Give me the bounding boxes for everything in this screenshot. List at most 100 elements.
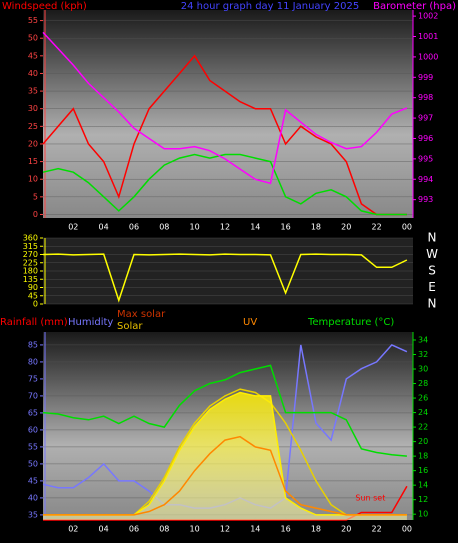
y-tick-label: 270 [23, 250, 38, 259]
y-tick-label: 0 [33, 300, 38, 309]
y2-tick-label: 34 [418, 335, 428, 344]
y2-tick-label: 996 [418, 134, 433, 143]
y-tick-label: 225 [23, 258, 38, 267]
y2-tick-label: 1001 [418, 32, 438, 41]
y2-tick-label: 1000 [418, 52, 438, 61]
direction-label: N [428, 297, 437, 311]
y-tick-label: 135 [23, 275, 38, 284]
direction-label: W [426, 247, 438, 261]
annotation: Sun set [355, 494, 385, 503]
y-tick-label: 10 [28, 175, 38, 184]
y2-tick-label: 10 [418, 510, 428, 519]
x-tick-label: 20 [341, 525, 351, 534]
y2-tick-label: 999 [418, 73, 433, 82]
y2-tick-label: 998 [418, 93, 433, 102]
y-tick-label: 35 [28, 510, 38, 519]
legend-humidity: Humidity [68, 317, 113, 328]
x-tick-label: 18 [311, 223, 321, 232]
y-tick-label: 0 [33, 210, 38, 219]
y2-tick-label: 995 [418, 154, 433, 163]
y2-tick-label: 24 [418, 408, 428, 417]
y-tick-label: 90 [28, 283, 38, 292]
y-tick-label: 85 [28, 340, 38, 349]
y-tick-label: 45 [28, 291, 38, 300]
y2-tick-label: 12 [418, 495, 428, 504]
y2-tick-label: 32 [418, 350, 428, 359]
x-tick-label: 12 [220, 223, 230, 232]
series-line [42, 364, 407, 457]
direction-label: E [428, 280, 436, 294]
y2-tick-label: 30 [418, 365, 428, 374]
x-tick-label: 10 [190, 223, 200, 232]
x-tick-label: 08 [159, 525, 169, 534]
x-tick-label: 22 [372, 223, 382, 232]
x-tick-label: 00 [402, 223, 412, 232]
y-tick-label: 30 [28, 104, 38, 113]
x-tick-label: 00 [402, 525, 412, 534]
y-tick-label: 315 [23, 242, 38, 251]
x-tick-label: 02 [68, 223, 78, 232]
y-tick-label: 50 [28, 34, 38, 43]
y-tick-label: 5 [33, 192, 38, 201]
legend-solar: Solar [117, 321, 143, 332]
series-line [42, 54, 407, 216]
y2-tick-label: 16 [418, 466, 428, 475]
legend-uv: UV [243, 317, 257, 328]
y2-tick-label: 14 [418, 481, 428, 490]
chart-title: 24 hour graph day 11 January 2025 [181, 1, 359, 12]
x-tick-label: 08 [159, 223, 169, 232]
y-tick-label: 65 [28, 408, 38, 417]
y-tick-label: 15 [28, 157, 38, 166]
x-tick-label: 10 [190, 525, 200, 534]
series-line [42, 31, 408, 185]
x-tick-label: 12 [220, 525, 230, 534]
y2-tick-label: 1002 [418, 12, 438, 21]
x-tick-label: 14 [250, 223, 260, 232]
direction-label: S [428, 264, 436, 278]
x-tick-label: 06 [129, 525, 139, 534]
y-axis-label: Windspeed (kph) [2, 1, 87, 12]
x-tick-label: 14 [250, 525, 260, 534]
x-tick-label: 06 [129, 223, 139, 232]
x-tick-label: 16 [281, 525, 291, 534]
y-tick-label: 75 [28, 374, 38, 383]
y-tick-label: 40 [28, 69, 38, 78]
y2-tick-label: 18 [418, 452, 428, 461]
x-tick-label: 22 [372, 525, 382, 534]
y-tick-label: 55 [28, 16, 38, 25]
direction-label: N [428, 231, 437, 245]
series-line [42, 153, 407, 216]
x-tick-label: 18 [311, 525, 321, 534]
y-tick-label: 20 [28, 139, 38, 148]
x-tick-label: 20 [341, 223, 351, 232]
y2-tick-label: 22 [418, 423, 428, 432]
y2-tick-label: 20 [418, 437, 428, 446]
area [43, 392, 407, 520]
y-tick-label: 45 [28, 51, 38, 60]
y-tick-label: 25 [28, 122, 38, 131]
y2-axis-label: Barometer (hpa) [373, 1, 456, 12]
legend-temperature: Temperature (°C) [307, 317, 394, 328]
series-line [42, 253, 408, 303]
legend-max-solar: Max solar [117, 309, 166, 320]
y2-tick-label: 28 [418, 379, 428, 388]
plot-area [43, 10, 413, 218]
x-tick-label: 04 [99, 525, 109, 534]
y2-tick-label: 26 [418, 394, 428, 403]
legend-rainfall: Rainfall (mm) [0, 317, 68, 328]
y-tick-label: 40 [28, 493, 38, 502]
x-tick-label: 04 [99, 223, 109, 232]
y-tick-label: 60 [28, 425, 38, 434]
series-line [43, 435, 407, 516]
x-tick-label: 02 [68, 525, 78, 534]
y-tick-label: 360 [23, 234, 38, 243]
y-tick-label: 35 [28, 87, 38, 96]
y2-tick-label: 994 [418, 175, 433, 184]
y2-tick-label: 993 [418, 195, 433, 204]
y-tick-label: 70 [28, 391, 38, 400]
y-tick-label: 55 [28, 442, 38, 451]
y-tick-label: 50 [28, 459, 38, 468]
y-tick-label: 80 [28, 357, 38, 366]
y2-tick-label: 997 [418, 114, 433, 123]
